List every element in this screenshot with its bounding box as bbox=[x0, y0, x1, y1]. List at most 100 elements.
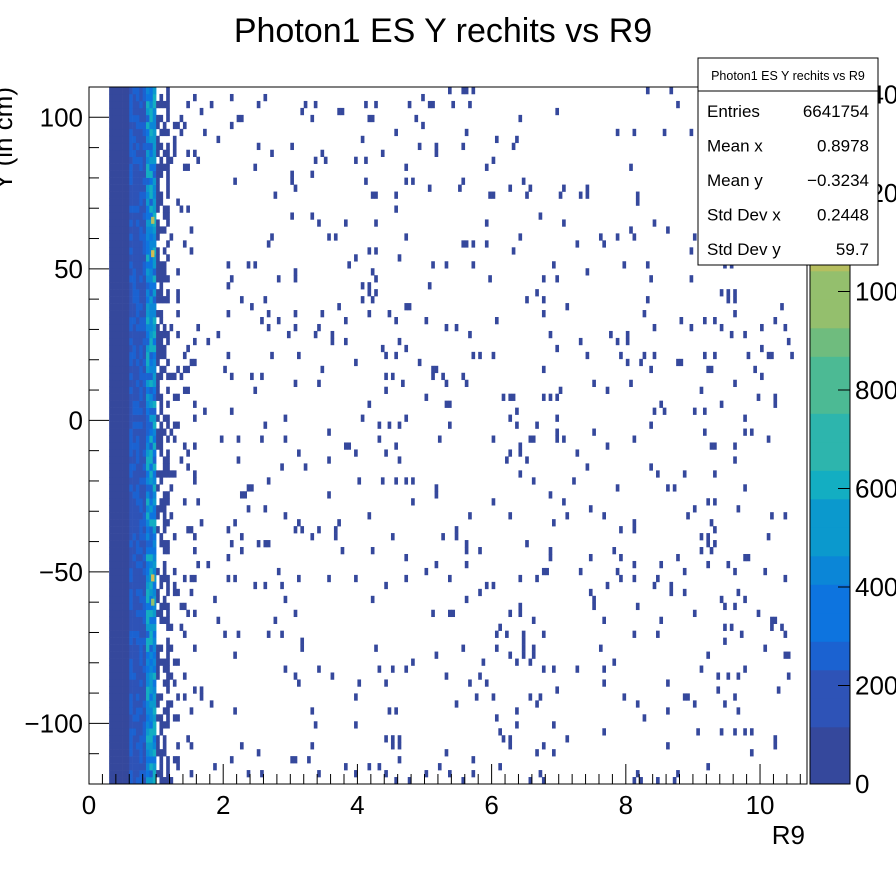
heatmap-bin bbox=[300, 644, 305, 652]
heatmap-bin bbox=[146, 233, 150, 241]
heatmap-bin bbox=[719, 595, 724, 604]
heatmap-bin bbox=[135, 519, 140, 527]
heatmap-bin bbox=[129, 477, 133, 485]
stats-box-title: Photon1 ES Y rechits vs R9 bbox=[711, 69, 865, 83]
heatmap-bin bbox=[494, 630, 499, 638]
heatmap-bin bbox=[142, 170, 147, 178]
heatmap-bin bbox=[109, 358, 113, 367]
heatmap-bin bbox=[290, 212, 294, 220]
heatmap-bin bbox=[172, 393, 177, 401]
heatmap-bin bbox=[662, 407, 667, 415]
heatmap-bin bbox=[172, 135, 177, 144]
heatmap-bin bbox=[142, 763, 147, 771]
heatmap-bin bbox=[122, 749, 127, 757]
heatmap-bin bbox=[135, 553, 140, 562]
heatmap-bin bbox=[132, 275, 137, 283]
heatmap-bin bbox=[115, 100, 120, 109]
heatmap-bin bbox=[135, 442, 140, 450]
heatmap-bin bbox=[135, 567, 140, 576]
heatmap-bin bbox=[193, 149, 197, 157]
heatmap-bin bbox=[152, 595, 157, 604]
heatmap-bin bbox=[142, 553, 147, 562]
heatmap-bin bbox=[115, 553, 120, 562]
heatmap-bin bbox=[619, 351, 623, 360]
heatmap-bin bbox=[115, 268, 120, 276]
heatmap-bin bbox=[109, 268, 113, 276]
heatmap-bin bbox=[109, 310, 113, 318]
heatmap-bin bbox=[109, 282, 113, 290]
heatmap-bin bbox=[548, 547, 553, 555]
heatmap-bin bbox=[129, 630, 133, 638]
heatmap-bin bbox=[119, 735, 123, 743]
heatmap-bin bbox=[166, 658, 170, 666]
heatmap-bin bbox=[743, 665, 747, 673]
heatmap-bin bbox=[166, 372, 170, 381]
heatmap-bin bbox=[125, 212, 130, 220]
heatmap-bin bbox=[142, 728, 147, 736]
heatmap-bin bbox=[125, 449, 130, 457]
heatmap-bin bbox=[377, 763, 382, 771]
heatmap-bin bbox=[135, 114, 140, 123]
heatmap-bin bbox=[156, 191, 160, 199]
heatmap-bin bbox=[129, 128, 133, 137]
heatmap-bin bbox=[656, 574, 660, 583]
stats-value: 0.2448 bbox=[817, 206, 869, 225]
heatmap-bin bbox=[125, 470, 130, 478]
heatmap-bin bbox=[682, 588, 687, 597]
heatmap-bin bbox=[578, 337, 583, 346]
heatmap-bin bbox=[478, 588, 482, 597]
heatmap-bin bbox=[706, 540, 711, 548]
heatmap-bin bbox=[112, 477, 117, 485]
heatmap-bin bbox=[135, 533, 140, 541]
heatmap-bin bbox=[112, 128, 117, 137]
heatmap-bin bbox=[149, 651, 154, 659]
heatmap-bin bbox=[162, 602, 167, 611]
heatmap-bin bbox=[119, 407, 123, 415]
heatmap-bin bbox=[129, 386, 133, 394]
heatmap-bin bbox=[152, 135, 157, 144]
heatmap-bin bbox=[162, 567, 167, 576]
heatmap-bin bbox=[531, 651, 536, 659]
heatmap-bin bbox=[129, 470, 133, 478]
heatmap-bin bbox=[659, 560, 664, 569]
heatmap-bin bbox=[156, 379, 160, 388]
heatmap-bin bbox=[142, 602, 147, 611]
heatmap-bin bbox=[166, 602, 170, 611]
heatmap-bin bbox=[156, 226, 160, 234]
heatmap-bin bbox=[135, 616, 140, 624]
heatmap-bin bbox=[132, 665, 137, 673]
heatmap-bin bbox=[297, 519, 301, 527]
colorbar-segment bbox=[810, 755, 850, 785]
heatmap-bin bbox=[129, 135, 133, 144]
heatmap-bin bbox=[263, 581, 268, 590]
heatmap-bin bbox=[454, 323, 459, 332]
heatmap-bin bbox=[112, 226, 117, 234]
heatmap-bin bbox=[166, 498, 170, 506]
heatmap-bin bbox=[146, 581, 150, 590]
heatmap-bin bbox=[112, 658, 117, 666]
heatmap-bin bbox=[615, 337, 620, 346]
heatmap-bin bbox=[609, 330, 613, 339]
heatmap-bin bbox=[149, 623, 154, 631]
heatmap-bin bbox=[125, 609, 130, 618]
heatmap-bin bbox=[135, 233, 140, 241]
heatmap-bin bbox=[135, 595, 140, 604]
heatmap-bin bbox=[122, 658, 127, 666]
heatmap-bin bbox=[766, 533, 771, 541]
heatmap-bin bbox=[156, 470, 160, 478]
heatmap-bin bbox=[109, 379, 113, 388]
heatmap-bin bbox=[122, 261, 127, 269]
heatmap-bin bbox=[464, 87, 469, 95]
heatmap-bin bbox=[152, 526, 157, 534]
stats-box: Photon1 ES Y rechits vs R9 Entries 664175… bbox=[697, 57, 879, 266]
heatmap-bin bbox=[156, 526, 160, 534]
heatmap-bin bbox=[135, 560, 140, 569]
heatmap-bin bbox=[390, 742, 395, 750]
heatmap-bin bbox=[125, 686, 130, 694]
heatmap-bin bbox=[125, 707, 130, 715]
heatmap-bin bbox=[293, 275, 298, 283]
heatmap-bin bbox=[357, 679, 362, 687]
heatmap-bin bbox=[166, 414, 170, 422]
heatmap-bin bbox=[142, 156, 147, 164]
heatmap-bin bbox=[541, 365, 546, 374]
